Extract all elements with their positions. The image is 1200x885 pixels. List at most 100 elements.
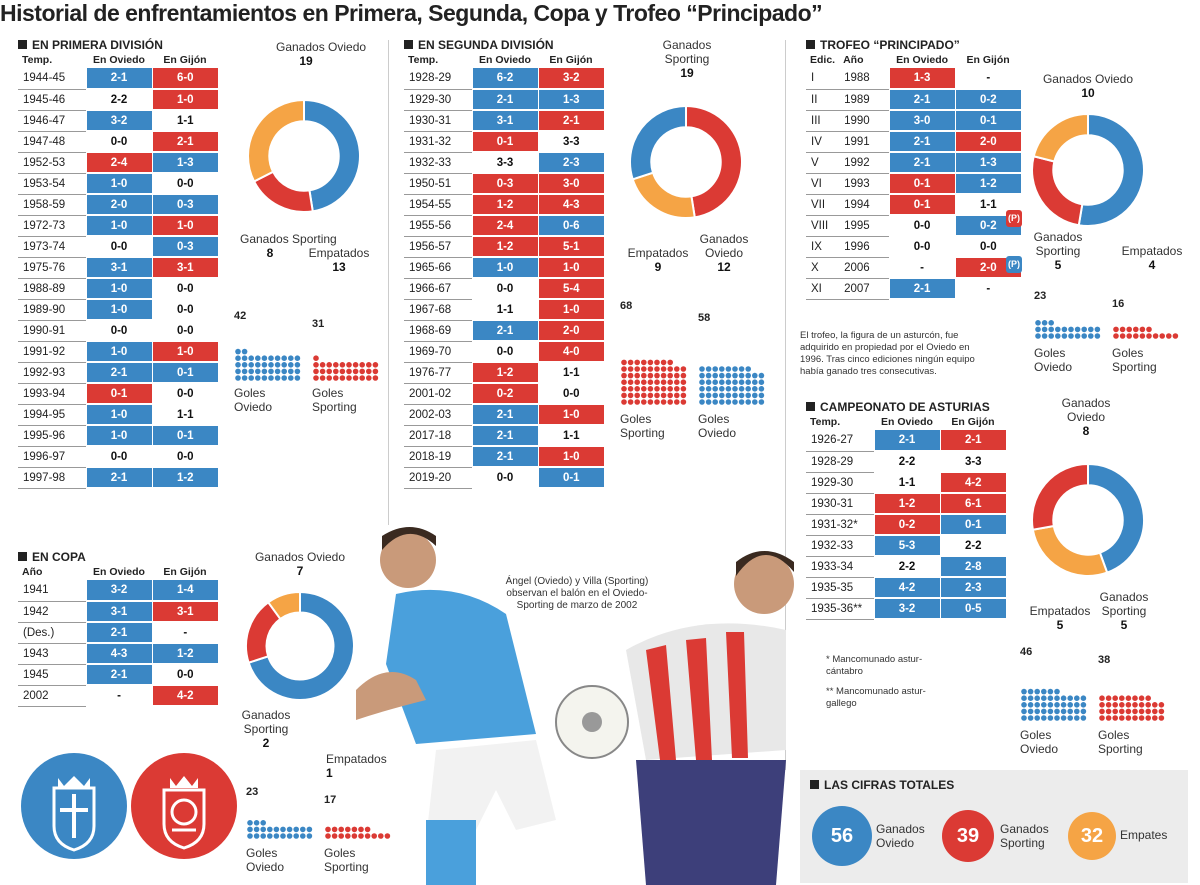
- goal-dot: [634, 386, 640, 392]
- total-oviedo-circle: 56: [812, 806, 872, 866]
- gijon-result: 2-2: [939, 535, 1006, 557]
- gijon-result: 1-1: [151, 110, 218, 132]
- goal-dot: [1088, 333, 1094, 339]
- season-cell: 1992-93: [18, 362, 86, 384]
- table-row: 1941 3-2 1-4: [18, 580, 218, 602]
- goal-dot: [1172, 333, 1179, 339]
- goles-oviedo-dots: [1035, 320, 1101, 339]
- goal-dot: [1119, 702, 1125, 708]
- gijon-result: 0-0: [151, 299, 218, 321]
- season-cell: 1935-36**: [806, 598, 874, 620]
- goles-sporting-dots: [325, 826, 391, 839]
- goal-dot: [1138, 715, 1145, 721]
- goal-dot: [680, 392, 687, 399]
- goal-dot: [333, 362, 339, 368]
- goal-dot: [1099, 708, 1105, 715]
- gijon-result: 3-3: [939, 451, 1006, 473]
- goal-dot: [641, 399, 647, 405]
- goal-dot: [286, 833, 293, 839]
- goal-dot: [1132, 708, 1138, 715]
- goal-dot: [288, 355, 294, 361]
- value-ganados-oviedo: 12: [717, 260, 731, 274]
- oviedo-result: -: [85, 685, 152, 707]
- gijon-result: 1-0: [537, 299, 604, 321]
- gijon-result: 6-0: [151, 68, 218, 90]
- goal-dot: [378, 833, 384, 839]
- season-cell: 1958-59: [18, 194, 86, 216]
- goal-dot: [294, 375, 301, 381]
- asturias-donut: [1031, 462, 1145, 577]
- goal-dot: [647, 366, 654, 372]
- oviedo-result: 2-4: [471, 215, 538, 237]
- table-row: 1988-89 1-0 0-0: [18, 278, 218, 300]
- goal-dot: [313, 362, 319, 368]
- goal-dot: [1041, 695, 1047, 701]
- goal-dot: [1027, 708, 1034, 715]
- goal-dot: [248, 362, 254, 368]
- oviedo-result: 0-0: [888, 236, 956, 258]
- oviedo-result: 3-1: [471, 110, 538, 132]
- label-ganados-sporting: Ganados Sporting: [240, 232, 337, 246]
- gijon-result: 2-1: [537, 110, 604, 132]
- goal-dot: [641, 359, 647, 366]
- table-row: IX 1996 0-0 0-0: [806, 236, 1022, 258]
- goal-dot: [351, 826, 358, 833]
- oviedo-result: 2-1: [471, 446, 538, 468]
- goal-dot: [1054, 688, 1060, 695]
- goal-dot: [758, 372, 765, 379]
- season-cell: 1943: [18, 643, 86, 665]
- goles-sporting-label: Goles Sporting: [324, 846, 369, 874]
- column-header: En Gijón: [549, 54, 593, 66]
- gijon-result: -: [151, 622, 218, 644]
- label-empatados: Empatados: [627, 246, 689, 260]
- oviedo-result: 2-2: [873, 556, 940, 578]
- gijon-result: 0-1: [939, 514, 1006, 536]
- goal-dot: [366, 375, 372, 381]
- goal-dot: [641, 372, 647, 379]
- goal-dot: [732, 379, 738, 385]
- goal-dot: [247, 820, 253, 826]
- gijon-result: 0-2: [954, 215, 1022, 237]
- goles-oviedo-value: 23: [1034, 290, 1047, 302]
- goal-dot: [1139, 326, 1146, 333]
- goal-dot: [667, 386, 673, 392]
- goal-dot: [1105, 702, 1112, 708]
- goal-dot: [1041, 715, 1047, 721]
- goal-dot: [359, 362, 365, 368]
- goal-dot: [1126, 326, 1132, 333]
- goles-oviedo-value: 42: [234, 310, 247, 322]
- goal-dot: [1027, 688, 1034, 695]
- page-title: Historial de enfrentamientos en Primera,…: [0, 0, 823, 26]
- goal-dot: [674, 386, 680, 392]
- oviedo-result: 1-1: [471, 299, 538, 321]
- goal-dot: [1125, 695, 1132, 701]
- goal-dot: [280, 826, 286, 833]
- oviedo-result: 0-0: [888, 215, 956, 237]
- goal-dot: [260, 820, 266, 826]
- goal-dot: [680, 379, 687, 385]
- gijon-result: 2-3: [537, 152, 604, 174]
- goal-dot: [1074, 326, 1081, 333]
- goal-dot: [1126, 333, 1132, 339]
- gijon-result: 0-0: [151, 278, 218, 300]
- season-cell: IX: [806, 236, 840, 258]
- goal-dot: [281, 375, 287, 381]
- goal-dot: [294, 355, 301, 361]
- season-cell: 1996-97: [18, 446, 86, 468]
- goles-oviedo-label: Goles Oviedo: [698, 412, 737, 440]
- goal-dot: [1088, 326, 1094, 333]
- table-row: 1946-47 3-2 1-1: [18, 110, 218, 132]
- goal-dot: [1060, 702, 1067, 708]
- goal-dot: [300, 833, 306, 839]
- goal-dot: [758, 379, 765, 385]
- season-cell: 1995-96: [18, 425, 86, 447]
- goal-dot: [1080, 715, 1087, 721]
- asturias-note-2: ** Mancomunado astur-gallego: [826, 686, 926, 709]
- goal-dot: [1081, 326, 1087, 333]
- goal-dot: [680, 399, 687, 405]
- goal-dot: [1112, 715, 1118, 721]
- goal-dot: [1035, 320, 1041, 326]
- goal-dot: [1060, 715, 1067, 721]
- goal-dot: [621, 366, 627, 372]
- goal-dot: [325, 826, 331, 833]
